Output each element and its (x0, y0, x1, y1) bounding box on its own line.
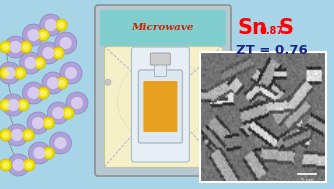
Circle shape (2, 102, 9, 108)
Circle shape (26, 162, 32, 168)
Circle shape (22, 82, 44, 104)
FancyBboxPatch shape (131, 47, 189, 162)
Circle shape (25, 132, 31, 138)
Circle shape (105, 79, 111, 85)
Circle shape (23, 159, 35, 171)
Circle shape (2, 132, 9, 138)
Circle shape (40, 32, 46, 38)
Circle shape (32, 117, 44, 129)
Circle shape (37, 29, 49, 41)
Circle shape (14, 67, 26, 79)
Circle shape (42, 72, 64, 94)
Text: Microwave: Microwave (132, 23, 194, 33)
FancyBboxPatch shape (150, 53, 170, 65)
Circle shape (65, 110, 71, 116)
Circle shape (0, 67, 12, 79)
Circle shape (12, 159, 25, 171)
Circle shape (2, 94, 24, 116)
Circle shape (47, 77, 59, 89)
Circle shape (2, 44, 9, 50)
Text: S: S (279, 18, 294, 38)
Circle shape (37, 42, 59, 64)
Circle shape (55, 19, 67, 31)
Circle shape (2, 162, 9, 168)
Circle shape (23, 44, 29, 50)
Circle shape (27, 29, 39, 41)
Circle shape (0, 129, 12, 141)
Circle shape (56, 77, 68, 89)
Circle shape (45, 150, 52, 156)
Circle shape (52, 107, 64, 119)
Circle shape (0, 62, 20, 84)
Circle shape (42, 117, 54, 129)
Circle shape (9, 41, 22, 53)
Circle shape (55, 32, 77, 54)
Circle shape (22, 129, 34, 141)
Circle shape (40, 90, 46, 96)
Bar (104, 46, 222, 167)
Circle shape (65, 67, 77, 79)
Circle shape (33, 57, 45, 69)
Circle shape (45, 19, 57, 31)
Circle shape (27, 87, 39, 99)
Text: 0.87: 0.87 (260, 26, 284, 36)
Circle shape (36, 60, 43, 66)
Circle shape (60, 37, 72, 49)
Circle shape (45, 120, 52, 126)
Circle shape (0, 41, 12, 53)
Circle shape (22, 24, 44, 46)
Bar (200, 52, 326, 182)
Circle shape (62, 107, 74, 119)
Circle shape (2, 70, 9, 76)
Circle shape (7, 99, 19, 111)
Circle shape (4, 36, 26, 58)
Circle shape (37, 87, 49, 99)
Circle shape (28, 142, 50, 164)
Circle shape (42, 147, 54, 159)
Circle shape (6, 124, 28, 146)
Circle shape (52, 47, 64, 59)
Circle shape (0, 159, 12, 171)
Circle shape (54, 137, 66, 149)
Circle shape (71, 97, 83, 109)
Text: 5 μm: 5 μm (301, 178, 313, 183)
Circle shape (60, 62, 82, 84)
Circle shape (11, 129, 23, 141)
Circle shape (33, 147, 45, 159)
Circle shape (24, 57, 36, 69)
Circle shape (47, 102, 69, 124)
Circle shape (40, 14, 62, 36)
Circle shape (7, 154, 29, 176)
Circle shape (17, 99, 29, 111)
Bar (154, 62, 166, 76)
Circle shape (42, 47, 54, 59)
Text: ZT = 0.76: ZT = 0.76 (236, 44, 308, 57)
Circle shape (3, 67, 16, 79)
FancyBboxPatch shape (95, 5, 231, 176)
FancyBboxPatch shape (143, 81, 177, 132)
Text: Sn: Sn (238, 18, 268, 38)
FancyBboxPatch shape (138, 70, 182, 143)
Circle shape (20, 102, 26, 108)
Circle shape (20, 41, 32, 53)
Circle shape (0, 99, 12, 111)
Circle shape (59, 80, 65, 86)
Circle shape (55, 50, 61, 56)
Circle shape (19, 52, 41, 74)
Circle shape (27, 112, 49, 134)
Circle shape (17, 70, 23, 76)
Circle shape (49, 132, 71, 154)
FancyBboxPatch shape (100, 10, 226, 46)
Circle shape (66, 92, 88, 114)
Circle shape (58, 22, 64, 28)
